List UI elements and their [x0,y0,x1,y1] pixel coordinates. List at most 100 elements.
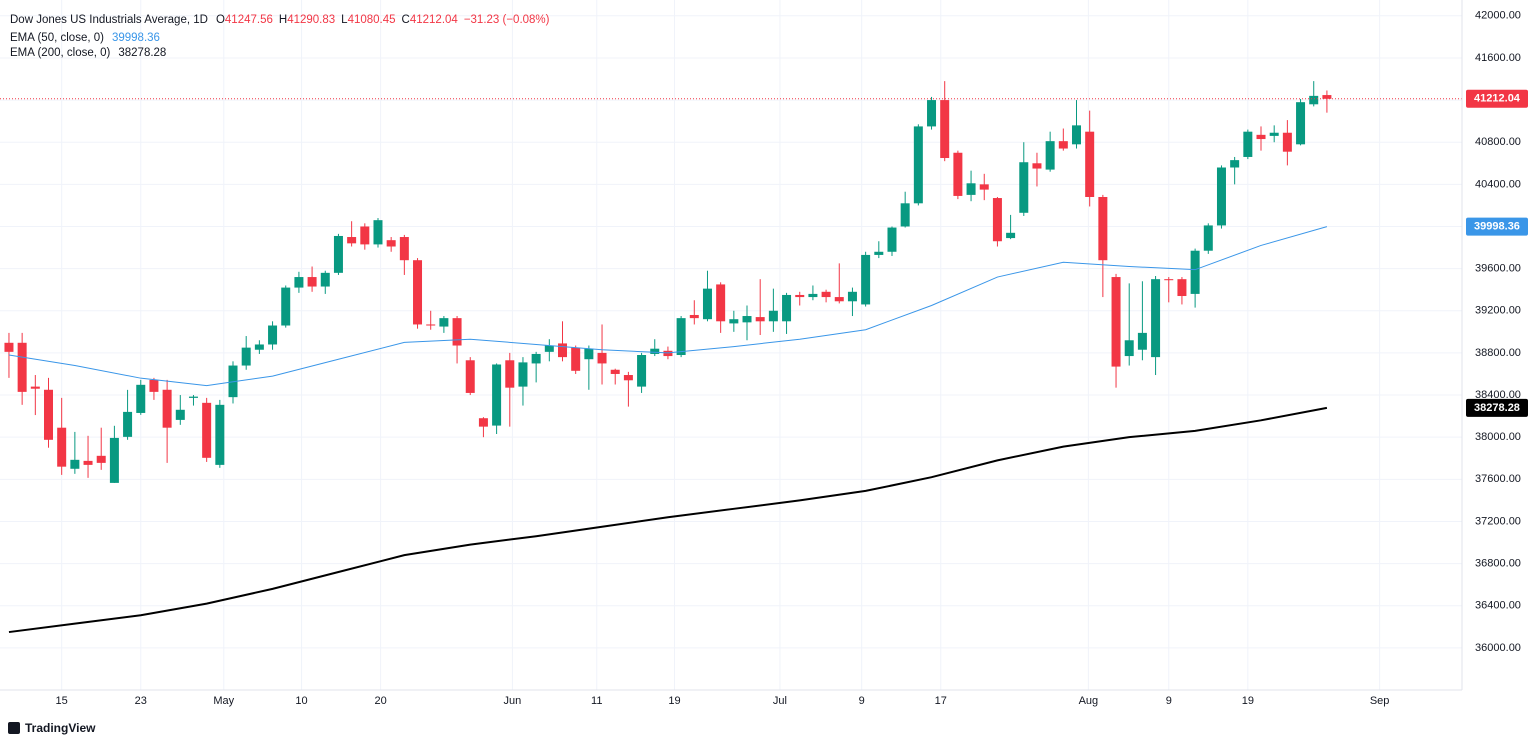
x-tick-label: Aug [1079,695,1099,707]
y-tick-label: 37200.00 [1475,515,1521,527]
legend-entry: EMA (50, close, 0) 39998.36 [10,32,160,44]
candle-body [386,240,396,247]
candle-body [426,324,436,326]
x-tick-label: 19 [668,695,680,707]
candle-body [729,319,739,324]
candle-body [979,184,989,190]
candle-body [4,342,14,352]
candle-body [1256,134,1266,140]
candle-body [1230,160,1240,168]
candle-body [175,409,185,420]
ema-price-label: 38278.28 [1474,402,1520,414]
legend-entry: EMA (200, close, 0) 38278.28 [10,47,166,59]
candle-body [940,100,950,159]
candle-body [57,427,67,467]
logo-text: TradingView [25,721,96,735]
candle-body [1282,132,1292,152]
candle-body [1322,95,1332,99]
candle-body [623,375,633,381]
ohlc-value: 41290.83 [287,14,335,26]
ema-line [8,406,1328,634]
candle-body [1098,196,1108,261]
candle-body [702,288,712,320]
x-tick-label: 23 [135,695,147,707]
candle-body [1190,250,1200,294]
y-tick-label: 38000.00 [1475,431,1521,443]
ohlc-value: 41212.04 [410,14,459,26]
candle-body [571,347,581,371]
ema-price-label: 39998.36 [1474,221,1520,233]
candle-body [900,203,910,227]
candle-body [294,277,304,288]
candle-body [96,455,106,463]
header: Dow Jones US Industrials Average, 1D O412… [10,14,550,26]
candle-body [254,344,264,350]
x-tick-label: 11 [591,695,602,707]
y-tick-label: 36800.00 [1475,557,1521,569]
candle-body [268,325,278,345]
candle-body [1216,167,1226,226]
y-tick-label: 40800.00 [1475,136,1521,148]
candle-body [281,287,291,326]
y-tick-label: 40400.00 [1475,178,1521,190]
legend: Dow Jones US Industrials Average, 1D O412… [10,14,550,59]
candle-body [413,260,423,325]
candle-body [742,316,752,323]
candle-body [544,345,554,352]
watermark: TradingView [8,721,96,735]
candle-body [307,277,317,287]
last-price-label: 41212.04 [1474,93,1521,105]
axes: 36000.00 36400.00 36800.00 37200.00 37600.00… [56,10,1528,707]
candle-body [650,348,660,354]
candle-body [1269,132,1279,136]
candle-body [1296,102,1306,145]
candle-body [927,100,937,127]
x-tick-label: Jun [504,695,522,707]
candle-body [1243,131,1253,157]
x-tick-label: Sep [1370,695,1390,707]
ohlc-value: 41247.56 [225,14,273,26]
candle-body [795,294,805,298]
candle-body [610,369,620,374]
x-tick-label: 9 [1166,695,1172,707]
candle-body [347,237,357,244]
candle-body [373,220,383,245]
ohlc-key: L [341,14,348,26]
candle-body [558,343,568,358]
y-tick-label: 41600.00 [1475,52,1521,64]
candle-body [215,404,225,465]
legend-name: EMA (200, close, 0) [10,47,111,59]
candle-body [584,348,594,360]
ohlc-key: C [402,14,410,26]
candle-body [83,460,93,465]
candle-body [1124,340,1134,357]
candle-body [1164,279,1174,281]
candle-body [1072,125,1082,145]
chart-title: Dow Jones US Industrials Average, 1D [10,14,208,26]
candle-body [1177,279,1187,297]
candle-body [241,347,251,366]
logo-icon [8,722,20,734]
candle-body [320,272,330,287]
candle-body [887,227,897,252]
last-price-label-box [1466,89,1528,108]
candle-body [109,437,119,483]
candle-body [1085,131,1095,197]
x-tick-label: 20 [374,695,386,707]
change: −31.23 (−0.08%) [464,14,550,26]
candle-body [808,293,818,298]
candle-body [478,418,488,427]
candle-body [136,384,146,413]
y-tick-label: 38400.00 [1475,389,1521,401]
candle-body [30,386,40,389]
candle-body [399,237,409,261]
y-tick-label: 37600.00 [1475,473,1521,485]
ema-price-label-box [1466,398,1528,417]
ohlc-key: H [279,14,287,26]
candle-body [123,411,133,437]
y-tick-label: 39600.00 [1475,263,1521,275]
candle-body [637,355,647,387]
plot-area [0,81,1462,634]
ema-price-label-box [1466,217,1528,236]
